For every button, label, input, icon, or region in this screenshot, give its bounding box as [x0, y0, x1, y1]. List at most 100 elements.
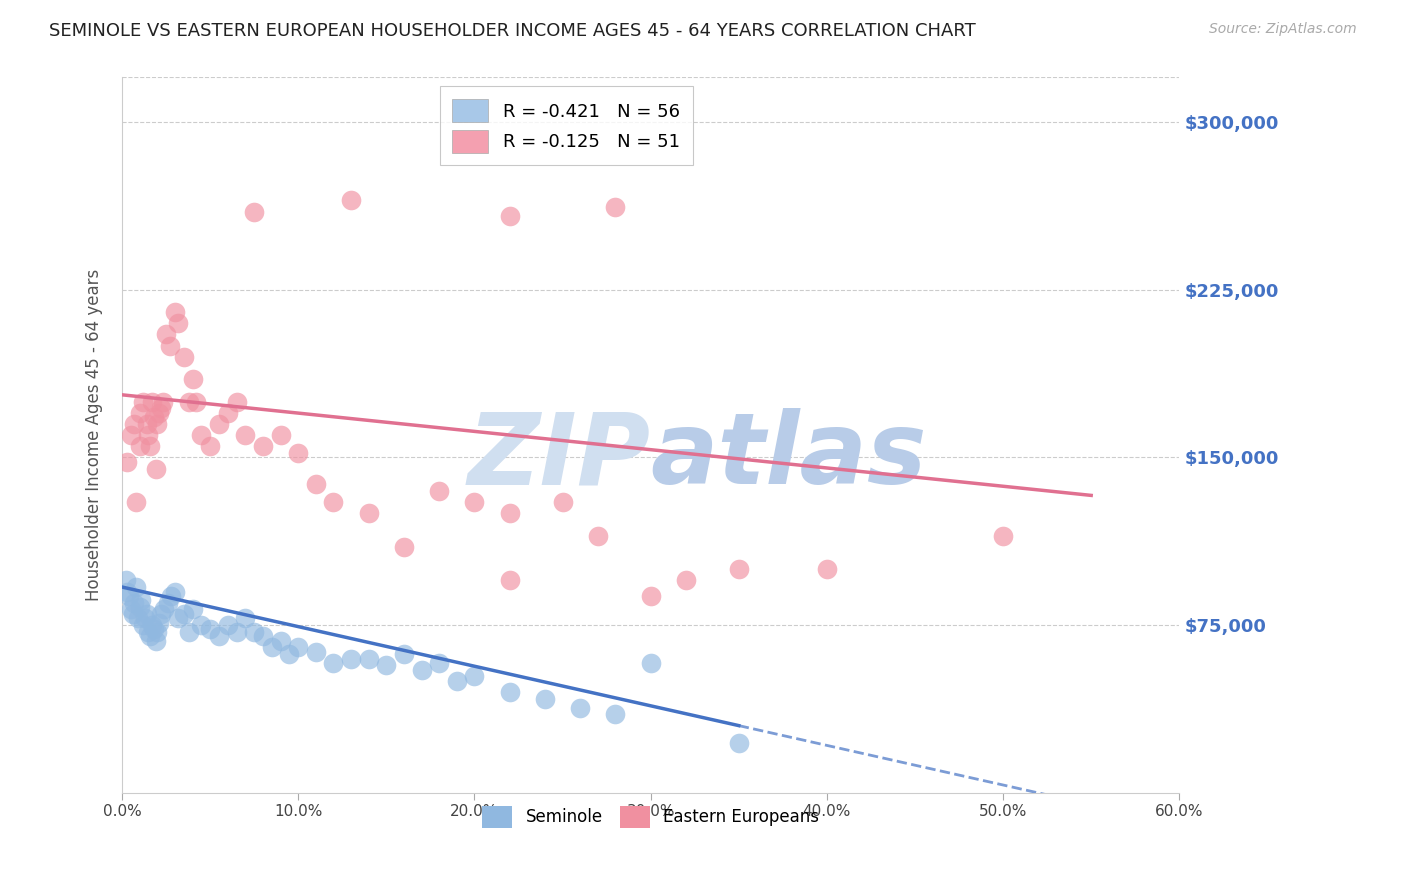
Point [114, 574, 136, 588]
Point [173, 607, 195, 621]
Point [675, 574, 697, 588]
Point [128, 439, 150, 453]
Point [357, 651, 380, 665]
Point [132, 394, 155, 409]
Point [357, 506, 380, 520]
Text: Source: ZipAtlas.com: Source: ZipAtlas.com [1209, 22, 1357, 37]
Point [991, 528, 1014, 542]
Point [463, 495, 485, 509]
Y-axis label: Householder Income Ages 45 - 64 years: Householder Income Ages 45 - 64 years [86, 268, 103, 601]
Point [270, 633, 292, 648]
Point [146, 417, 169, 431]
Point [139, 439, 162, 453]
Point [499, 506, 522, 520]
Point [132, 618, 155, 632]
Point [138, 428, 160, 442]
Point [534, 691, 557, 706]
Point [198, 623, 221, 637]
Point [120, 428, 142, 442]
Point [243, 204, 266, 219]
Point [173, 350, 195, 364]
Point [181, 372, 204, 386]
Point [260, 640, 283, 655]
Point [551, 495, 574, 509]
Point [225, 624, 247, 639]
Point [135, 607, 157, 621]
Point [235, 611, 257, 625]
Point [287, 640, 309, 655]
Point [141, 618, 163, 632]
Point [208, 417, 231, 431]
Point [287, 446, 309, 460]
Point [217, 406, 239, 420]
Point [184, 394, 207, 409]
Point [235, 428, 257, 442]
Point [148, 615, 170, 630]
Point [163, 584, 186, 599]
Point [225, 394, 247, 409]
Point [243, 624, 266, 639]
Point [605, 200, 627, 214]
Point [640, 656, 662, 670]
Point [149, 401, 172, 416]
Point [815, 562, 838, 576]
Point [139, 629, 162, 643]
Point [134, 611, 156, 625]
Point [167, 611, 190, 625]
Point [190, 618, 212, 632]
Point [149, 607, 172, 621]
Point [118, 589, 141, 603]
Point [569, 700, 592, 714]
Point [305, 477, 328, 491]
Point [392, 540, 415, 554]
Point [145, 461, 167, 475]
Legend: Seminole, Eastern Europeans: Seminole, Eastern Europeans [475, 799, 825, 834]
Point [131, 593, 153, 607]
Point [586, 528, 609, 542]
Point [463, 669, 485, 683]
Point [605, 707, 627, 722]
Point [177, 394, 200, 409]
Point [167, 316, 190, 330]
Point [127, 611, 149, 625]
Point [252, 629, 274, 643]
Point [121, 607, 143, 621]
Point [128, 600, 150, 615]
Point [427, 656, 450, 670]
Point [446, 673, 468, 688]
Point [141, 394, 163, 409]
Point [727, 562, 749, 576]
Point [138, 624, 160, 639]
Point [217, 618, 239, 632]
Point [252, 439, 274, 453]
Text: atlas: atlas [651, 408, 927, 505]
Point [270, 428, 292, 442]
Point [190, 428, 212, 442]
Text: SEMINOLE VS EASTERN EUROPEAN HOUSEHOLDER INCOME AGES 45 - 64 YEARS CORRELATION C: SEMINOLE VS EASTERN EUROPEAN HOUSEHOLDER… [49, 22, 976, 40]
Point [181, 602, 204, 616]
Point [499, 685, 522, 699]
Point [499, 574, 522, 588]
Text: ZIP: ZIP [468, 408, 651, 505]
Point [135, 417, 157, 431]
Point [727, 737, 749, 751]
Point [156, 596, 179, 610]
Point [153, 602, 176, 616]
Point [198, 439, 221, 453]
Point [177, 624, 200, 639]
Point [146, 624, 169, 639]
Point [142, 623, 165, 637]
Point [155, 327, 177, 342]
Point [148, 406, 170, 420]
Point [142, 410, 165, 425]
Point [322, 495, 344, 509]
Point [278, 647, 301, 661]
Point [411, 663, 433, 677]
Point [120, 602, 142, 616]
Point [392, 647, 415, 661]
Point [163, 305, 186, 319]
Point [128, 406, 150, 420]
Point [499, 209, 522, 223]
Point [124, 417, 146, 431]
Point [322, 656, 344, 670]
